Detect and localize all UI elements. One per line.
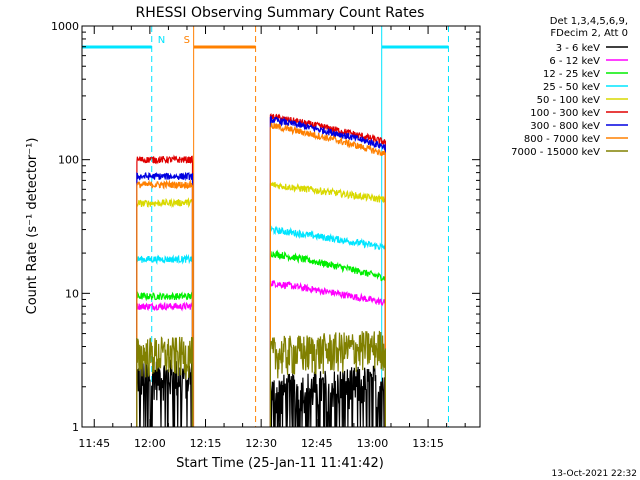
legend-header-line: Det 1,3,4,5,6,9, xyxy=(550,16,628,27)
legend-entry-label: 12 - 25 keV xyxy=(543,69,600,80)
plot-frame xyxy=(81,25,481,428)
series-3-6-kev xyxy=(136,358,386,427)
series-7000-15000-kev xyxy=(136,330,386,427)
series-25-50-kev xyxy=(136,225,386,427)
chart-title: RHESSI Observing Summary Count Rates xyxy=(136,5,425,21)
series-trace xyxy=(269,249,386,427)
x-tick-label: 12:45 xyxy=(301,437,333,450)
legend-entry-label: 300 - 800 keV xyxy=(530,121,600,132)
series-800-7000-kev xyxy=(136,122,386,427)
series-12-25-kev xyxy=(136,249,386,427)
legend-header-line: FDecim 2, Att 0 xyxy=(550,28,628,39)
marker-label-night: N xyxy=(158,35,165,46)
series-trace xyxy=(136,171,194,427)
series-trace xyxy=(269,365,386,427)
y-tick-label: 1 xyxy=(72,421,79,434)
series-trace xyxy=(136,154,194,427)
series-trace xyxy=(269,330,386,427)
marker-label-saa: S xyxy=(184,35,190,46)
x-tick-label: 13:00 xyxy=(357,437,389,450)
footer-timestamp: 13-Oct-2021 22:32 xyxy=(552,469,637,479)
legend-entry-label: 25 - 50 keV xyxy=(543,82,600,93)
y-axis-label: Count Rate (s⁻¹ detector⁻¹) xyxy=(25,138,40,315)
x-tick-label: 12:15 xyxy=(190,437,222,450)
y-tick-label: 100 xyxy=(58,154,79,167)
legend-entry-label: 6 - 12 keV xyxy=(549,56,600,67)
series-trace xyxy=(136,290,194,427)
x-tick-label: 13:15 xyxy=(412,437,444,450)
x-tick-label: 12:30 xyxy=(245,437,277,450)
series-trace xyxy=(269,115,386,427)
x-tick-label: 12:00 xyxy=(134,437,166,450)
series-6-12-kev xyxy=(136,279,386,427)
legend: Det 1,3,4,5,6,9,FDecim 2, Att 0 3 - 6 keV… xyxy=(511,16,628,158)
series-trace xyxy=(269,279,386,427)
legend-entry-label: 3 - 6 keV xyxy=(556,43,600,54)
series-50-100-kev xyxy=(136,181,386,427)
series-trace xyxy=(136,336,194,427)
axis-layer: 1 10 100 1000 11:45 12:00 12:15 12:30 12:45 13:00… xyxy=(51,20,480,450)
series-trace xyxy=(136,301,194,427)
x-tick-label: 11:45 xyxy=(78,437,110,450)
legend-entry-label: 50 - 100 keV xyxy=(537,95,601,106)
y-tick-label: 1000 xyxy=(51,20,79,33)
legend-entry-label: 7000 - 15000 keV xyxy=(511,147,600,158)
x-axis-label: Start Time (25-Jan-11 11:41:42) xyxy=(176,456,384,471)
series-trace xyxy=(269,122,386,427)
series-trace xyxy=(136,358,194,427)
series-trace xyxy=(136,178,194,427)
y-tick-label: 10 xyxy=(65,287,79,300)
series-trace xyxy=(269,225,386,427)
series-300-800-kev xyxy=(136,115,386,427)
legend-entry-label: 100 - 300 keV xyxy=(530,108,600,119)
legend-entry-label: 800 - 7000 keV xyxy=(524,134,600,145)
series-trace xyxy=(136,197,194,427)
series-trace xyxy=(269,181,386,427)
series-trace xyxy=(136,253,194,427)
